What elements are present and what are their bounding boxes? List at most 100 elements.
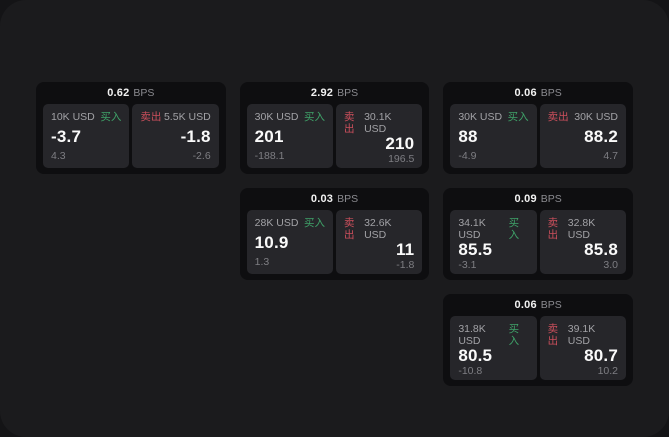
bps-unit: BPS: [133, 87, 155, 99]
bps-unit: BPS: [540, 299, 562, 311]
quote-card-grid: 0.62 BPS 10K USD 买入 -3.7 4.3 卖出 5.5K USD: [36, 82, 633, 386]
sell-amount-label: 30K USD: [574, 111, 619, 123]
sell-panel[interactable]: 卖出 32.6K USD 11 -1.8: [336, 210, 423, 274]
bps-value: 0.62: [107, 87, 130, 99]
quote-panels: 31.8K USD 买入 80.5 -10.8 卖出 39.1K USD 80.…: [450, 316, 627, 380]
buy-panel[interactable]: 10K USD 买入 -3.7 4.3: [43, 104, 130, 168]
sell-main-value: 88.2: [584, 126, 619, 146]
buy-panel[interactable]: 30K USD 买入 201 -188.1: [246, 104, 333, 168]
buy-main-value: 201: [254, 126, 284, 146]
buy-sub-value: 1.3: [254, 256, 270, 268]
sell-label-row: 卖出 32.6K USD: [344, 217, 414, 241]
buy-sub-value: -188.1: [254, 150, 285, 162]
sell-main-value: 210: [385, 134, 415, 153]
sell-amount-label: 32.8K USD: [567, 217, 596, 241]
sell-panel[interactable]: 卖出 30K USD 88.2 4.7: [539, 104, 627, 168]
buy-tag: 买入: [100, 111, 122, 123]
bps-value: 0.06: [514, 299, 537, 311]
card-header: 0.03 BPS: [247, 188, 423, 210]
sell-sub-value: 3.0: [603, 259, 619, 271]
buy-sub-value: -3.1: [458, 259, 477, 271]
sell-main-value: 11: [395, 240, 415, 259]
bps-unit: BPS: [337, 87, 359, 99]
buy-label-row: 34.1K USD 买入: [458, 217, 528, 241]
sell-sub-value: -2.6: [192, 150, 211, 162]
quote-panels: 28K USD 买入 10.9 1.3 卖出 32.6K USD 11 -1.8: [246, 210, 423, 274]
sell-main-value: 80.7: [584, 346, 619, 365]
buy-main-value: 80.5: [458, 346, 493, 365]
sell-panel[interactable]: 卖出 39.1K USD 80.7 10.2: [539, 316, 627, 380]
sell-amount-label: 30.1K USD: [364, 111, 392, 135]
buy-amount-label: 30K USD: [254, 111, 299, 123]
sell-sub-value: 10.2: [597, 365, 619, 377]
sell-tag: 卖出: [547, 323, 559, 347]
sell-sub-value: -1.8: [396, 259, 415, 271]
bps-value: 0.06: [514, 87, 537, 99]
sell-panel[interactable]: 卖出 32.8K USD 85.8 3.0: [539, 210, 627, 274]
card-header: 0.06 BPS: [450, 294, 626, 316]
sell-label-row: 卖出 39.1K USD: [548, 323, 618, 347]
sell-label-row: 卖出 32.8K USD: [548, 217, 618, 241]
buy-panel[interactable]: 28K USD 买入 10.9 1.3: [246, 210, 333, 274]
quote-card: 0.06 BPS 30K USD 买入 88 -4.9 卖出 30K USD: [443, 82, 633, 174]
buy-main-value: 88: [458, 126, 478, 146]
sell-panel[interactable]: 卖出 30.1K USD 210 196.5: [336, 104, 423, 168]
sell-main-value: 85.8: [584, 240, 619, 259]
sell-sub-value: 4.7: [603, 150, 619, 162]
buy-tag: 买入: [508, 217, 520, 241]
card-header: 0.09 BPS: [450, 188, 626, 210]
buy-sub-value: -4.9: [458, 150, 477, 162]
sell-label-row: 卖出 5.5K USD: [140, 111, 210, 123]
sell-label-row: 卖出 30.1K USD: [344, 111, 414, 135]
sell-tag: 卖出: [140, 111, 162, 123]
card-header: 0.06 BPS: [450, 82, 626, 104]
buy-panel[interactable]: 34.1K USD 买入 85.5 -3.1: [450, 210, 537, 274]
buy-amount-label: 10K USD: [51, 111, 95, 123]
sell-sub-value: 196.5: [388, 153, 415, 165]
bps-unit: BPS: [337, 193, 359, 205]
quote-card: 0.09 BPS 34.1K USD 买入 85.5 -3.1 卖出 32.8K…: [443, 188, 633, 280]
card-header: 2.92 BPS: [247, 82, 423, 104]
buy-tag: 买入: [508, 323, 520, 347]
buy-tag: 买入: [507, 111, 529, 123]
bps-unit: BPS: [540, 193, 562, 205]
bps-value: 0.03: [310, 193, 334, 205]
buy-amount-label: 30K USD: [458, 111, 503, 123]
sell-main-value: -1.8: [180, 126, 211, 146]
buy-label-row: 30K USD 买入: [255, 111, 325, 123]
quote-card: 0.03 BPS 28K USD 买入 10.9 1.3 卖出 32.6K US…: [239, 188, 430, 280]
buy-label-row: 28K USD 买入: [255, 217, 325, 229]
quote-panels: 30K USD 买入 201 -188.1 卖出 30.1K USD 210 1…: [246, 104, 423, 168]
buy-amount-label: 34.1K USD: [458, 217, 486, 241]
buy-sub-value: 4.3: [51, 150, 66, 162]
buy-amount-label: 28K USD: [254, 217, 299, 229]
sell-tag: 卖出: [344, 111, 355, 135]
buy-label-row: 30K USD 买入: [458, 111, 528, 123]
sell-amount-label: 39.1K USD: [567, 323, 596, 347]
quote-panels: 34.1K USD 买入 85.5 -3.1 卖出 32.8K USD 85.8…: [450, 210, 627, 274]
buy-label-row: 31.8K USD 买入: [458, 323, 528, 347]
buy-panel[interactable]: 30K USD 买入 88 -4.9: [450, 104, 537, 168]
buy-panel[interactable]: 31.8K USD 买入 80.5 -10.8: [450, 316, 537, 380]
sell-tag: 卖出: [547, 111, 569, 123]
card-header: 0.62 BPS: [43, 82, 219, 104]
buy-label-row: 10K USD 买入: [51, 111, 121, 123]
sell-tag: 卖出: [547, 217, 559, 241]
quote-panels: 30K USD 买入 88 -4.9 卖出 30K USD 88.2 4.7: [450, 104, 627, 168]
sell-panel[interactable]: 卖出 5.5K USD -1.8 -2.6: [132, 104, 219, 168]
bps-value: 2.92: [310, 87, 334, 99]
buy-tag: 买入: [304, 111, 325, 123]
bps-value: 0.09: [514, 193, 537, 205]
quote-card: 0.62 BPS 10K USD 买入 -3.7 4.3 卖出 5.5K USD: [36, 82, 226, 174]
buy-sub-value: -10.8: [458, 365, 483, 377]
quote-card: 2.92 BPS 30K USD 买入 201 -188.1 卖出 30.1K …: [239, 82, 430, 174]
buy-main-value: -3.7: [51, 126, 82, 146]
quote-card: 0.06 BPS 31.8K USD 买入 80.5 -10.8 卖出 39.1…: [443, 294, 633, 386]
buy-tag: 买入: [304, 217, 325, 229]
sell-tag: 卖出: [344, 217, 355, 241]
buy-main-value: 85.5: [458, 240, 493, 259]
sell-amount-label: 32.6K USD: [364, 217, 392, 241]
sell-label-row: 卖出 30K USD: [548, 111, 618, 123]
sell-amount-label: 5.5K USD: [163, 111, 211, 123]
